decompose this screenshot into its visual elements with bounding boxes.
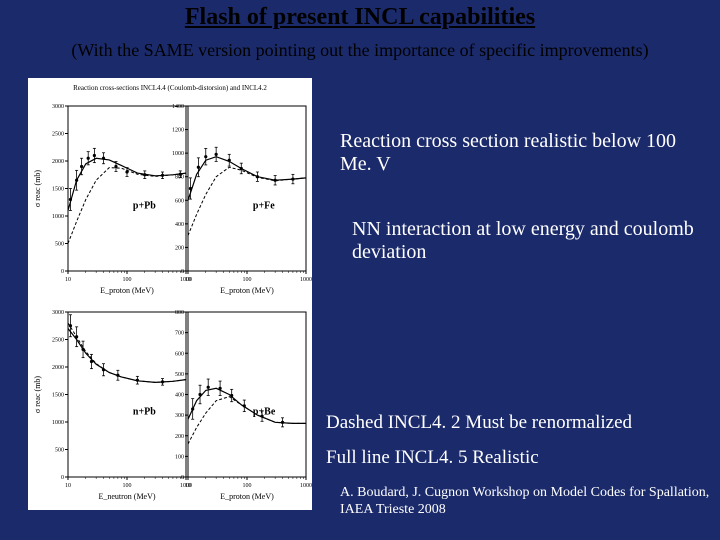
svg-text:p+Fe: p+Fe <box>253 200 275 211</box>
svg-text:p+Pb: p+Pb <box>133 200 156 211</box>
svg-text:0: 0 <box>61 475 64 481</box>
svg-text:E_neutron (MeV): E_neutron (MeV) <box>98 492 155 501</box>
svg-text:1000: 1000 <box>300 277 312 283</box>
svg-text:800: 800 <box>175 175 184 181</box>
svg-text:1500: 1500 <box>52 393 64 399</box>
svg-text:1200: 1200 <box>172 128 184 134</box>
note-full: Full line INCL4. 5 Realistic <box>326 447 720 469</box>
svg-text:E_proton (MeV): E_proton (MeV) <box>100 286 154 295</box>
svg-text:500: 500 <box>55 448 64 454</box>
svg-text:10: 10 <box>65 277 71 283</box>
svg-text:500: 500 <box>55 242 64 248</box>
svg-text:400: 400 <box>175 222 184 228</box>
svg-text:3000: 3000 <box>52 104 64 110</box>
svg-text:E_proton (MeV): E_proton (MeV) <box>220 286 274 295</box>
svg-text:3000: 3000 <box>52 310 64 316</box>
svg-text:100: 100 <box>175 454 184 460</box>
svg-text:100: 100 <box>243 277 252 283</box>
svg-text:0: 0 <box>61 269 64 275</box>
svg-text:2000: 2000 <box>52 365 64 371</box>
svg-text:600: 600 <box>175 198 184 204</box>
svg-text:300: 300 <box>175 413 184 419</box>
svg-text:Reaction cross-sections INCL4.: Reaction cross-sections INCL4.4 (Coulomb… <box>73 84 267 92</box>
svg-text:1000: 1000 <box>300 483 312 489</box>
svg-text:800: 800 <box>175 310 184 316</box>
svg-text:600: 600 <box>175 351 184 357</box>
svg-text:p+Be: p+Be <box>253 406 276 417</box>
svg-text:100: 100 <box>243 483 252 489</box>
svg-text:200: 200 <box>175 245 184 251</box>
svg-text:10: 10 <box>185 483 191 489</box>
svg-text:0: 0 <box>181 475 184 481</box>
svg-text:1000: 1000 <box>52 420 64 426</box>
svg-text:n+Pb: n+Pb <box>133 406 156 417</box>
slide-title: Flash of present INCL capabilities <box>0 4 720 31</box>
svg-text:σ reac (mb): σ reac (mb) <box>33 376 42 414</box>
svg-text:2000: 2000 <box>52 159 64 165</box>
svg-text:1500: 1500 <box>52 187 64 193</box>
svg-text:10: 10 <box>185 277 191 283</box>
svg-text:2500: 2500 <box>52 132 64 138</box>
svg-text:1000: 1000 <box>172 151 184 157</box>
svg-text:100: 100 <box>123 277 132 283</box>
svg-text:400: 400 <box>175 393 184 399</box>
note-reaction: Reaction cross section realistic below 1… <box>340 130 700 176</box>
svg-text:500: 500 <box>175 372 184 378</box>
svg-text:2500: 2500 <box>52 338 64 344</box>
chart-panel-group: Reaction cross-sections INCL4.4 (Coulomb… <box>28 78 312 510</box>
svg-text:1000: 1000 <box>52 214 64 220</box>
svg-text:200: 200 <box>175 434 184 440</box>
citation: A. Boudard, J. Cugnon Workshop on Model … <box>340 485 710 519</box>
svg-text:1400: 1400 <box>172 104 184 110</box>
svg-text:σ reac (mb): σ reac (mb) <box>33 170 42 208</box>
note-dashed: Dashed INCL4. 2 Must be renormalized <box>326 412 720 434</box>
svg-text:100: 100 <box>123 483 132 489</box>
svg-text:10: 10 <box>65 483 71 489</box>
svg-text:E_proton (MeV): E_proton (MeV) <box>220 492 274 501</box>
slide-subtitle: (With the SAME version pointing out the … <box>0 40 720 61</box>
note-nn: NN interaction at low energy and coulomb… <box>352 218 712 264</box>
svg-text:700: 700 <box>175 331 184 337</box>
svg-text:0: 0 <box>181 269 184 275</box>
